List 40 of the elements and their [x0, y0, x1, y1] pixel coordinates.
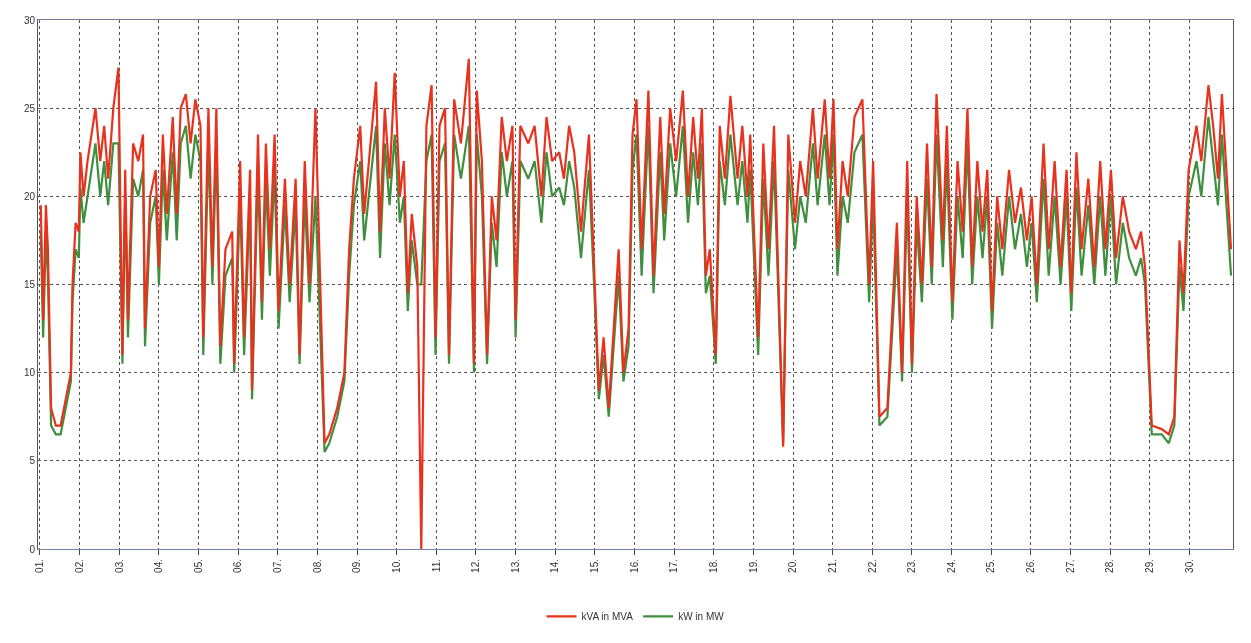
y-tick-label: 0 [29, 543, 36, 555]
y-tick-label: 5 [29, 455, 36, 467]
x-tick-label: 06. [232, 559, 244, 573]
x-tick-label: 08. [311, 559, 323, 573]
x-tick-label: 27. [1064, 559, 1076, 573]
y-tick-label: 30 [23, 14, 36, 26]
x-tick-label: 15. [589, 559, 601, 573]
x-tick-label: 16. [628, 559, 640, 573]
x-tick-label: 28. [1104, 559, 1116, 573]
legend-label: kVA in MVA [581, 611, 634, 623]
legend-label: kW in MW [678, 611, 725, 623]
x-tick-label: 25. [985, 559, 997, 573]
y-tick-label: 10 [23, 367, 36, 379]
x-tick-label: 21. [826, 559, 838, 573]
x-tick-label: 03. [113, 559, 125, 573]
x-tick-label: 04. [153, 559, 165, 573]
x-tick-label: 02. [73, 559, 85, 573]
y-tick-label: 25 [23, 102, 36, 114]
x-tick-label: 30. [1183, 559, 1195, 573]
x-tick-label: 26. [1025, 559, 1037, 573]
x-tick-label: 12. [470, 559, 482, 573]
x-tick-label: 29. [1144, 559, 1156, 573]
x-tick-label: 19. [747, 559, 759, 573]
x-tick-label: 01. [34, 559, 46, 573]
x-tick-label: 18. [708, 559, 720, 573]
x-tick-label: 14. [549, 559, 561, 573]
y-tick-label: 15 [23, 279, 36, 290]
x-tick-label: 13. [509, 559, 521, 573]
x-tick-label: 05. [192, 559, 204, 573]
x-tick-label: 20. [787, 559, 799, 573]
x-tick-label: 07. [272, 559, 284, 573]
y-tick-label: 20 [23, 190, 36, 202]
x-tick-label: 22. [866, 559, 878, 573]
x-tick-label: 09. [351, 559, 363, 573]
x-tick-label: 23. [906, 559, 918, 573]
x-tick-label: 11. [430, 559, 442, 573]
x-tick-label: 10. [390, 559, 402, 573]
x-tick-label: 17. [668, 559, 680, 573]
line-series [39, 57, 1233, 549]
x-tick-label: 24. [945, 559, 957, 573]
